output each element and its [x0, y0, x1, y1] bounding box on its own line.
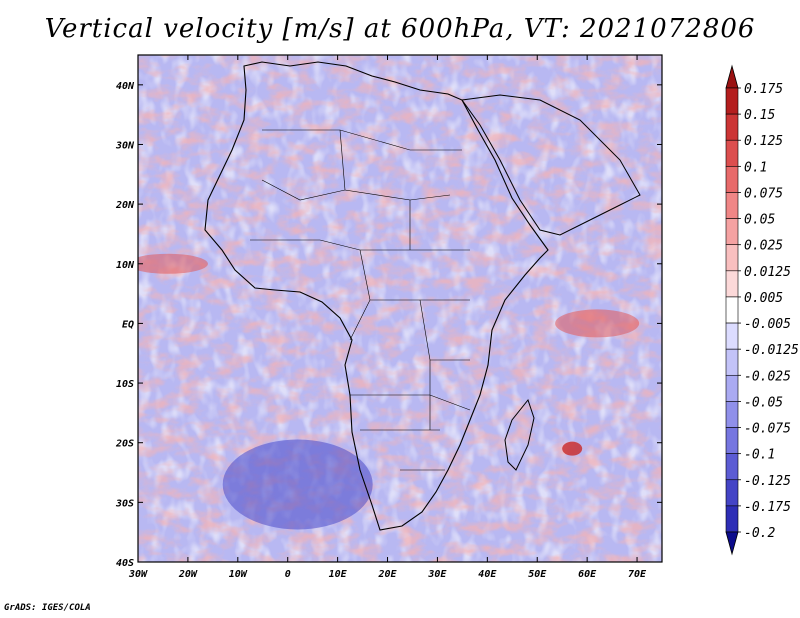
colorbar-label: 0.0125 — [744, 265, 791, 280]
lon-tick-label: 30W — [128, 569, 148, 580]
lon-tick-label: 40E — [478, 569, 497, 580]
colorbar-label: -0.125 — [744, 474, 791, 489]
colorbar-label: 0.005 — [744, 291, 783, 306]
lon-tick-label: 60E — [578, 569, 597, 580]
colorbar-swatch — [725, 218, 739, 246]
field-red-streaks — [138, 55, 662, 562]
ascent-band-indian-ocean-equatorial — [555, 309, 640, 338]
colorbar-swatch — [725, 374, 739, 402]
colorbar: 0.175 0.15 0.125 0.1 0.075 0.05 0.025 0.0125 0.0… — [725, 64, 799, 556]
lat-tick-label: 10N — [116, 260, 135, 271]
strong-descent-south-atlantic — [222, 439, 373, 530]
colorbar-swatch — [725, 166, 739, 193]
colorbar-label: 0.075 — [744, 186, 783, 201]
colorbar-label: 0.025 — [744, 239, 783, 254]
grads-credit: GrADS: IGES/COLA — [4, 603, 91, 613]
colorbar-label: 0.175 — [744, 82, 783, 97]
lon-tick-label: 10W — [229, 569, 248, 580]
colorbar-label: -0.05 — [744, 395, 783, 410]
country-borders — [250, 129, 471, 471]
ascent-cell-mascarene — [562, 441, 583, 456]
lat-tick-label: EQ — [122, 319, 134, 330]
lon-tick-label: 10E — [329, 569, 348, 580]
ascent-band-west-africa-coast — [138, 253, 208, 274]
colorbar-label: 0.1 — [744, 160, 767, 175]
colorbar-label: -0.025 — [744, 369, 791, 384]
colorbar-label: -0.005 — [744, 317, 791, 332]
colorbar-swatch — [725, 322, 739, 350]
colorbar-label: 0.15 — [744, 108, 775, 123]
madagascar-coastline — [504, 398, 535, 471]
colorbar-swatch — [725, 505, 739, 533]
lat-tick-label: 40S — [116, 558, 134, 569]
lon-tick-label: 0 — [285, 569, 291, 580]
lon-tick-label: 70E — [628, 569, 647, 580]
colorbar-swatch — [725, 479, 739, 507]
africa-coastline — [204, 61, 549, 531]
colorbar-label: -0.0125 — [744, 343, 799, 358]
lon-tick-label: 50E — [528, 569, 547, 580]
colorbar-top-arrow — [725, 64, 739, 89]
colorbar-swatch — [725, 270, 739, 298]
lat-tick-label: 20N — [115, 200, 135, 211]
colorbar-swatch — [725, 427, 739, 454]
arabia-coastline — [461, 94, 641, 236]
colorbar-label: 0.125 — [744, 134, 783, 149]
map-frame — [137, 54, 663, 563]
lat-tick-label: 30N — [115, 140, 135, 151]
lat-tick-label: 40N — [116, 81, 135, 92]
lon-tick-label: 20E — [377, 569, 397, 580]
colorbar-swatch — [725, 87, 739, 115]
colorbar-swatch — [725, 192, 739, 219]
colorbar-label: -0.2 — [744, 526, 775, 541]
lat-tick-label: 30S — [115, 498, 134, 509]
lon-tick-label: 30E — [427, 569, 447, 580]
lat-tick-label: 10S — [116, 379, 134, 390]
velocity-field — [138, 55, 662, 562]
colorbar-label: 0.05 — [744, 213, 775, 228]
colorbar-swatch — [725, 453, 739, 481]
colorbar-label: -0.175 — [744, 500, 791, 515]
lon-tick-label: 20W — [178, 569, 198, 580]
colorbar-label: -0.1 — [744, 448, 775, 463]
colorbar-swatch — [725, 296, 739, 324]
colorbar-swatch — [725, 113, 739, 141]
colorbar-swatch — [725, 244, 739, 272]
colorbar-swatch — [725, 401, 739, 428]
feature-layer — [138, 253, 640, 530]
colorbar-label: -0.075 — [744, 422, 791, 437]
colorbar-bottom-arrow — [725, 531, 739, 556]
lat-tick-label: 20S — [115, 439, 134, 450]
colorbar-swatch — [725, 348, 739, 376]
chart-title: Vertical velocity [m/s] at 600hPa, VT: 2… — [44, 14, 756, 44]
colorbar-swatch — [725, 139, 739, 167]
